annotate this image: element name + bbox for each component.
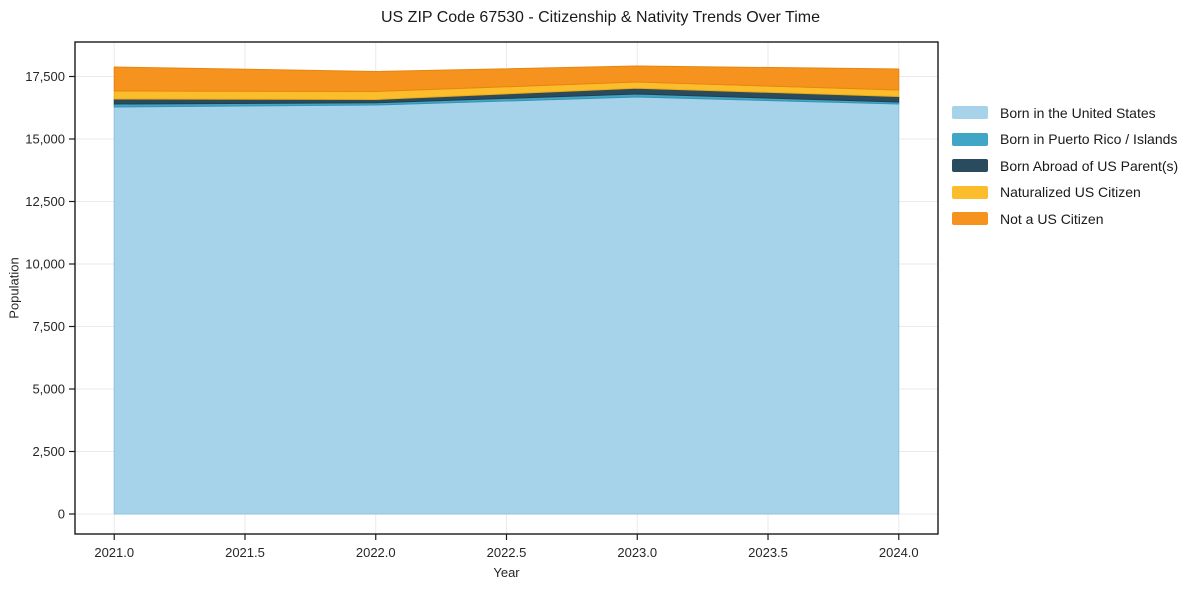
y-tick-label: 17,500 <box>25 69 65 84</box>
legend-label: Born Abroad of US Parent(s) <box>1000 157 1179 174</box>
x-tick-label: 2024.0 <box>879 545 919 560</box>
legend-swatch-icon <box>952 185 988 199</box>
chart-title: US ZIP Code 67530 - Citizenship & Nativi… <box>381 9 820 26</box>
legend-item-2: Born Abroad of US Parent(s) <box>952 157 1179 174</box>
legend-item-0: Born in the United States <box>952 104 1178 121</box>
legend-label: Born in the United States <box>1000 104 1156 121</box>
legend-item-4: Not a US Citizen <box>952 210 1178 227</box>
y-tick-label: 2,500 <box>32 444 65 459</box>
area-series-0 <box>113 96 900 515</box>
x-tick-label: 2022.5 <box>487 545 527 560</box>
area-series-4 <box>113 65 900 92</box>
y-tick-label: 0 <box>58 507 65 522</box>
legend-label: Not a US Citizen <box>1000 210 1104 227</box>
legend-item-3: Naturalized US Citizen <box>952 184 1178 200</box>
x-tick-label: 2021.0 <box>94 545 134 560</box>
y-tick-label: 12,500 <box>25 194 65 209</box>
x-tick-label: 2023.0 <box>617 545 657 560</box>
legend-swatch-icon <box>952 159 988 172</box>
legend-swatch-icon <box>952 212 988 225</box>
x-tick-label: 2022.0 <box>356 545 396 560</box>
legend-label: Born in Puerto Rico / Islands <box>1000 131 1178 147</box>
y-tick-label: 10,000 <box>25 257 65 272</box>
x-tick-label: 2021.5 <box>225 545 265 560</box>
legend-swatch-icon <box>952 106 988 119</box>
y-axis-label: Population <box>6 257 22 319</box>
y-tick-label: 15,000 <box>25 132 65 147</box>
x-axis-label: Year <box>493 565 520 580</box>
y-tick-label: 7,500 <box>32 319 65 334</box>
legend-swatch-icon <box>952 132 988 146</box>
legend-label: Naturalized US Citizen <box>1000 184 1141 200</box>
y-tick-label: 5,000 <box>32 382 65 397</box>
legend-item-1: Born in Puerto Rico / Islands <box>952 131 1178 147</box>
legend: Born in the United States Born in Puerto … <box>952 104 1179 239</box>
x-tick-label: 2023.5 <box>748 545 788 560</box>
